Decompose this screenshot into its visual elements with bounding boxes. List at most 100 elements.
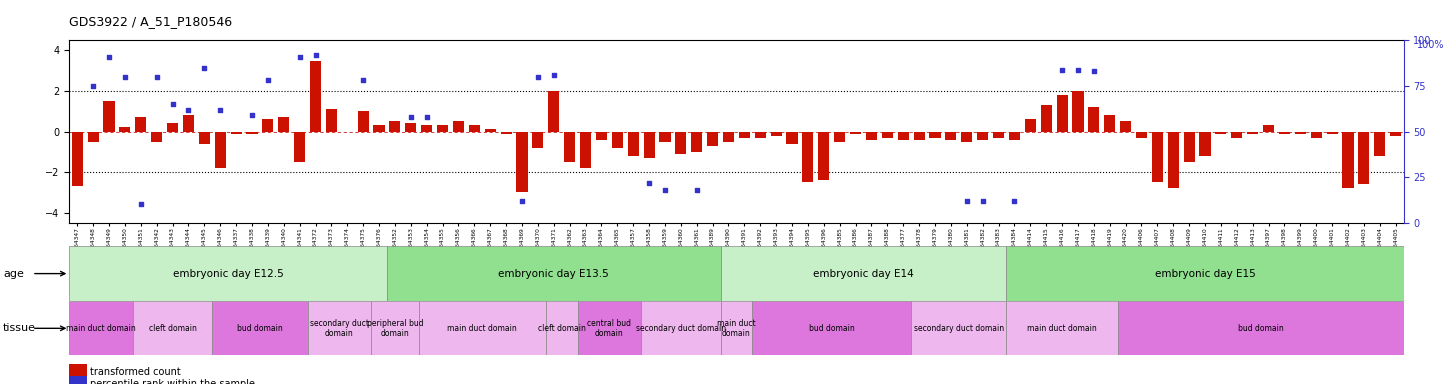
Bar [565, 131, 575, 162]
Bar [88, 131, 98, 142]
Point [130, 201, 153, 207]
Bar [851, 131, 861, 134]
Bar [911, 301, 1006, 355]
Bar [914, 131, 924, 140]
Point [176, 107, 199, 113]
Bar [485, 129, 495, 131]
Bar [803, 131, 813, 182]
Bar [1006, 301, 1118, 355]
Text: peripheral bud
domain: peripheral bud domain [367, 319, 423, 338]
Bar [835, 131, 845, 142]
Bar [1073, 91, 1083, 131]
Point [527, 74, 550, 80]
Bar [692, 131, 702, 152]
Bar [1006, 246, 1404, 301]
Text: embryonic day E12.5: embryonic day E12.5 [173, 268, 283, 279]
Bar [721, 301, 752, 355]
Bar [723, 131, 734, 142]
Bar [387, 246, 721, 301]
Bar [136, 118, 146, 131]
Point [511, 198, 534, 204]
Bar [1216, 131, 1226, 134]
Text: 100%: 100% [1417, 40, 1444, 50]
Bar [946, 131, 956, 140]
Point [162, 101, 185, 107]
Bar [1118, 301, 1404, 355]
Bar [752, 301, 911, 355]
Bar [1264, 126, 1274, 131]
Point [654, 187, 677, 193]
Bar [1375, 131, 1385, 156]
Bar [406, 123, 416, 131]
Bar [438, 126, 448, 131]
Text: transformed count: transformed count [90, 367, 180, 377]
Bar [419, 301, 546, 355]
Text: tissue: tissue [3, 323, 36, 333]
Point [1083, 68, 1106, 74]
Bar [422, 126, 432, 131]
Bar [641, 301, 721, 355]
Bar [1343, 131, 1353, 188]
Text: central bud
domain: central bud domain [588, 319, 631, 338]
Text: cleft domain: cleft domain [537, 324, 586, 333]
Point [543, 72, 566, 78]
Bar [1152, 131, 1162, 182]
Bar [326, 109, 336, 131]
Point [956, 198, 979, 204]
Bar [1279, 131, 1289, 134]
Bar [1089, 107, 1099, 131]
Bar [104, 101, 114, 131]
Text: bud domain: bud domain [809, 324, 855, 333]
Bar [533, 131, 543, 148]
Text: main duct domain: main duct domain [448, 324, 517, 333]
Bar [721, 246, 1006, 301]
Point [399, 114, 423, 120]
Bar [390, 121, 400, 131]
Bar [215, 131, 225, 168]
Bar [199, 131, 209, 144]
Bar [358, 111, 368, 131]
Bar [930, 131, 940, 137]
Bar [152, 131, 162, 142]
Point [289, 54, 312, 60]
Bar [1359, 131, 1369, 184]
Point [146, 74, 169, 80]
Bar [1184, 131, 1194, 162]
Text: secondary duct
domain: secondary duct domain [310, 319, 368, 338]
Bar [1136, 131, 1147, 137]
Bar [1311, 131, 1321, 137]
Point [81, 83, 105, 89]
Bar [183, 115, 193, 131]
Bar [549, 91, 559, 131]
Bar [1295, 131, 1305, 134]
Bar [993, 131, 1004, 137]
Bar [247, 131, 257, 134]
Point [98, 54, 120, 60]
Bar [212, 301, 308, 355]
Bar [371, 301, 419, 355]
Bar [898, 131, 908, 140]
Text: secondary duct domain: secondary duct domain [914, 324, 1004, 333]
Bar [517, 131, 527, 192]
Bar [676, 131, 686, 154]
Text: main duct
domain: main duct domain [718, 319, 755, 338]
Bar [962, 131, 972, 142]
Text: main duct domain: main duct domain [1027, 324, 1097, 333]
Text: embryonic day E13.5: embryonic day E13.5 [498, 268, 609, 279]
Bar [708, 131, 718, 146]
Bar [295, 131, 305, 162]
Bar [978, 131, 988, 140]
Text: percentile rank within the sample: percentile rank within the sample [90, 379, 254, 384]
Point [257, 78, 280, 84]
Bar [120, 127, 130, 131]
Bar [1391, 131, 1401, 136]
Bar [263, 119, 273, 131]
Text: secondary duct domain: secondary duct domain [635, 324, 726, 333]
Bar [1057, 95, 1067, 131]
Bar [787, 131, 797, 144]
Bar [1200, 131, 1210, 156]
Bar [133, 301, 212, 355]
Bar [866, 131, 877, 140]
Bar [882, 131, 892, 137]
Point [114, 74, 136, 80]
